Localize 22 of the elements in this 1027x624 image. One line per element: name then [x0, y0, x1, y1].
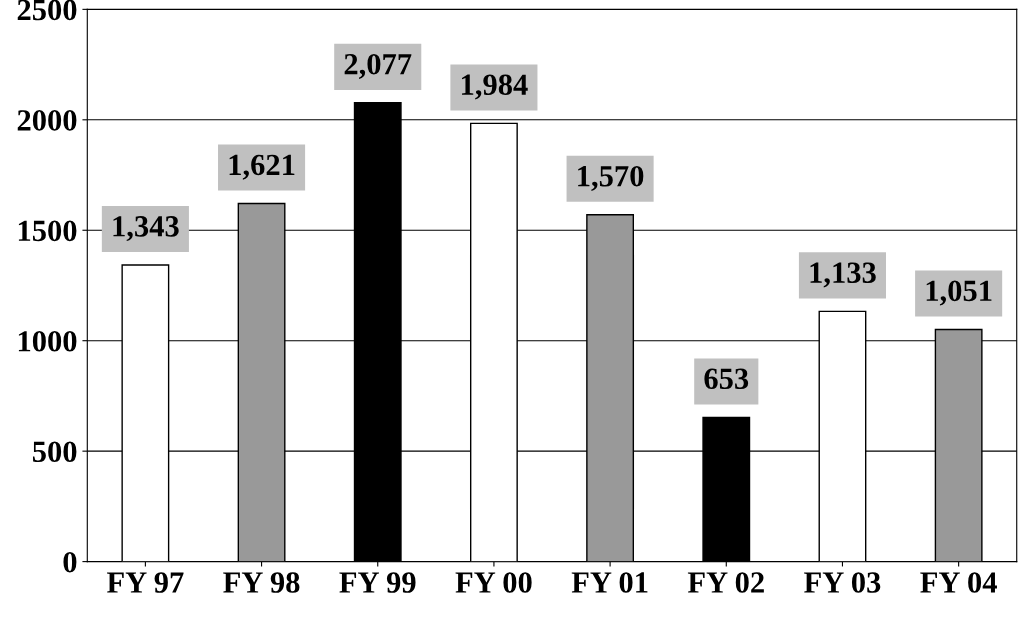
y-tick-label: 2000 — [17, 110, 77, 131]
y-tick-label: 1500 — [18, 220, 77, 242]
x-tick-label: FY 00 — [455, 572, 532, 593]
y-tick-label: 500 — [32, 441, 77, 463]
y-tick-label: 1000 — [18, 330, 77, 352]
x-tick-label: FY 03 — [804, 572, 881, 593]
data-label: 1,051 — [926, 280, 992, 306]
data-label: 653 — [704, 368, 749, 390]
data-label: 1,570 — [578, 165, 644, 191]
data-label: 1,343 — [113, 216, 179, 242]
data-label: 1,984 — [462, 74, 528, 100]
x-tick-label: FY 97 — [107, 572, 184, 593]
x-tick-label: FY 02 — [687, 572, 764, 593]
x-tick-label: FY 04 — [920, 572, 997, 593]
x-tick-label: FY 01 — [571, 572, 648, 593]
data-label: 1,621 — [229, 154, 295, 180]
data-label: 2,077 — [344, 53, 412, 79]
x-tick-label: FY 99 — [339, 572, 416, 593]
data-label: 1,133 — [810, 262, 876, 288]
y-tick-label: 2500 — [17, 0, 77, 21]
x-tick-label: FY 98 — [223, 572, 300, 593]
y-tick-label: 0 — [63, 551, 77, 573]
